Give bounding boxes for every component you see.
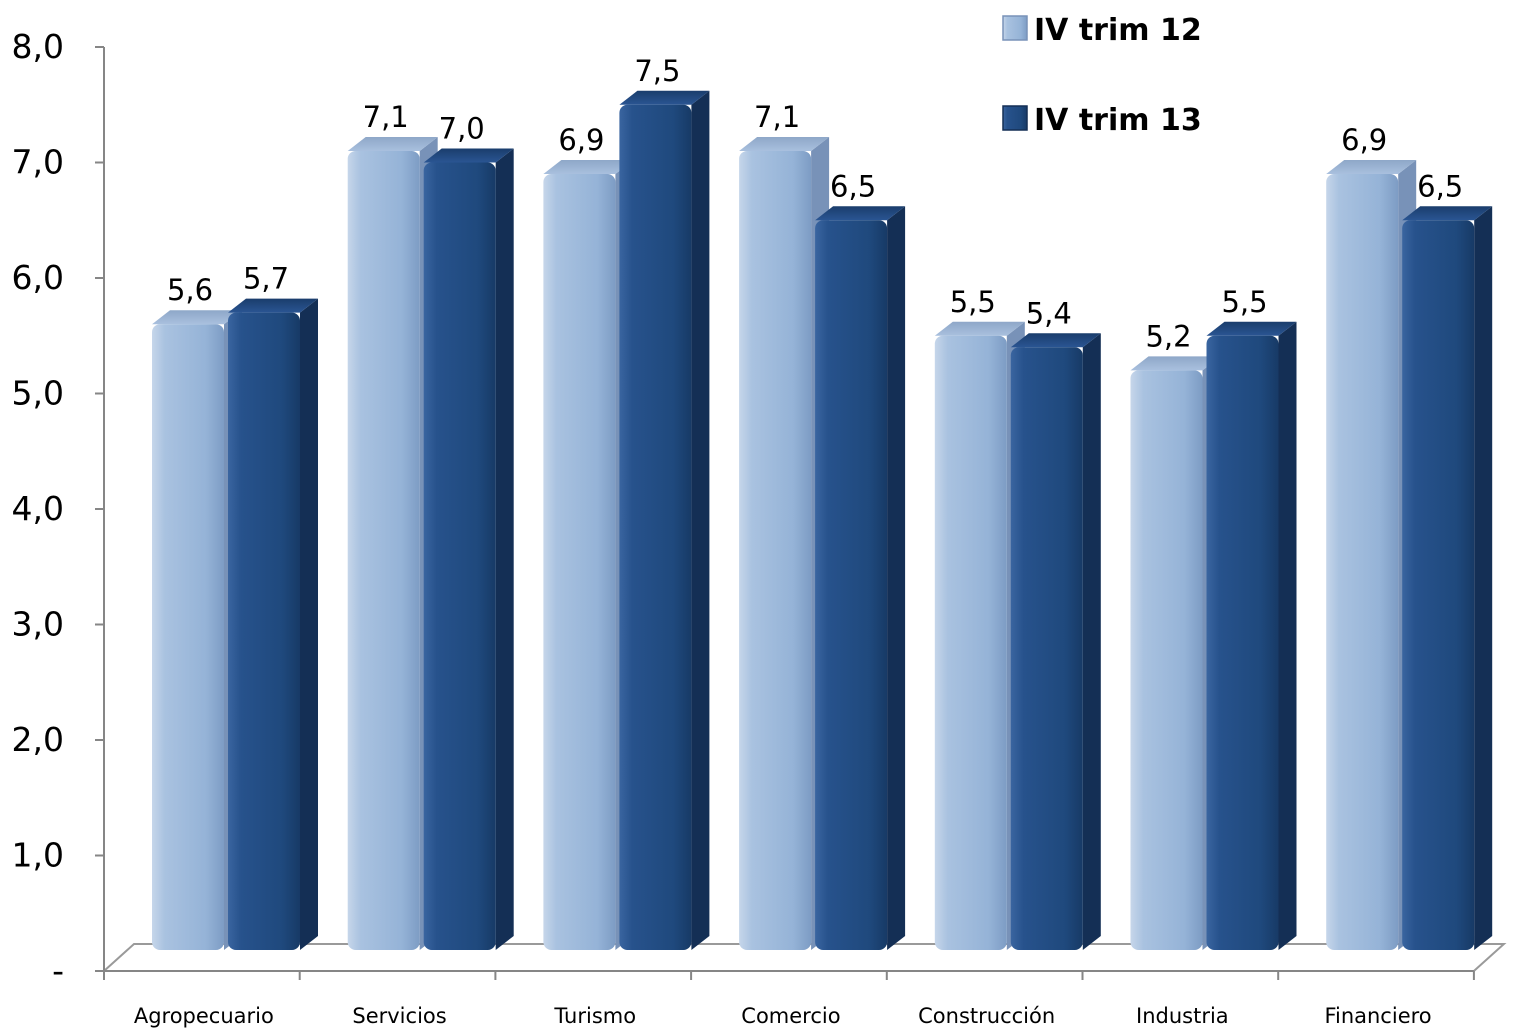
bar-front [228,312,300,950]
data-label: 5,4 [1026,296,1072,330]
bar-side [300,298,318,950]
data-label: 5,2 [1145,319,1191,353]
data-label: 7,1 [363,100,409,134]
data-label: 6,5 [1417,169,1463,203]
data-label: 7,0 [439,112,485,146]
data-labels-group: 5,6 5,7 7,1 7,0 6,9 7,5 7,1 6,5 5,5 5,4 5,2 5,5 6,9 6… [167,54,1463,354]
bar-top [619,90,710,105]
bar-front [1206,335,1279,950]
category-label: Servicios [352,1004,446,1028]
legend-item-iv-trim-13: IV trim 13 [1002,103,1202,138]
y-tick-label: 3,0 [12,605,64,644]
bar-front [543,174,616,951]
category-labels-group: Agropecuario Servicios Turismo Comercio Cons… [134,1004,1432,1028]
bar-front [1326,174,1399,951]
y-tick-label: 4,0 [12,489,64,528]
bar-front [347,150,420,950]
legend-label: IV trim 12 [1034,13,1202,48]
bar-top [152,310,242,325]
bar-front [739,150,812,950]
bar-iv-trim-13 [1402,206,1493,950]
bar-side [1082,333,1101,950]
bar-top [423,148,514,163]
bar-iv-trim-13 [619,90,710,950]
bar-top [1326,160,1417,175]
bar-front [423,162,496,950]
category-label: Financiero [1324,1004,1431,1028]
bar-front [1130,370,1203,950]
y-tick-label: 6,0 [12,258,64,297]
bar-top [1010,333,1101,348]
category-label: Turismo [553,1004,636,1028]
chart-floor [101,943,1507,980]
bar-front [1402,220,1475,950]
bar-front [815,220,888,950]
y-tick-label: 7,0 [12,143,64,182]
bar-top [934,321,1025,336]
data-label: 5,5 [950,285,996,319]
y-tick-label: 1,0 [12,836,64,875]
bar-top [1206,321,1297,336]
data-label: 7,1 [754,100,800,134]
legend: IV trim 12 IV trim 13 [1002,13,1202,138]
bar-side [887,206,906,950]
y-tick-label: 8,0 [12,27,64,66]
y-tick-label: 2,0 [12,720,64,759]
bar-front [934,335,1007,950]
y-tick-label: 5,0 [12,374,64,413]
data-label: 6,5 [830,169,876,203]
bar-iv-trim-13 [423,148,514,950]
bar-iv-trim-13 [228,298,318,950]
data-label: 5,7 [243,262,289,296]
bar-side [691,90,710,950]
bar-iv-trim-13 [815,206,906,950]
bar-front [152,324,224,950]
bar-top [228,298,318,313]
bar-top [739,136,830,151]
bar-side [1474,206,1493,950]
bars-group [152,90,1493,951]
bar-top [543,160,634,175]
bar-iv-trim-13 [1206,321,1297,950]
data-label: 7,5 [634,54,680,88]
y-tick-label: - [52,951,64,990]
data-label: 5,5 [1221,285,1267,319]
bar-front [1010,347,1083,950]
category-label: Construcción [918,1004,1055,1028]
legend-item-iv-trim-12: IV trim 12 [1002,13,1202,48]
bar-top [1130,356,1221,371]
bar-top [1402,206,1493,221]
data-label: 6,9 [558,123,604,157]
category-label: Industria [1136,1004,1229,1028]
bar-side [495,148,514,950]
bar-front [619,104,692,950]
legend-swatch [1002,15,1028,41]
bar-top [347,136,438,151]
data-label: 6,9 [1341,123,1387,157]
category-label: Agropecuario [134,1004,274,1028]
data-label: 5,6 [167,273,213,307]
bar-iv-trim-13 [1010,333,1101,950]
bar-side [1278,321,1297,950]
bar-top [815,206,906,221]
legend-label: IV trim 13 [1034,103,1202,138]
value-axis: - 1,0 2,0 3,0 4,0 5,0 6,0 7,0 8,0 [12,27,105,990]
legend-swatch [1002,105,1028,131]
category-label: Comercio [741,1004,840,1028]
